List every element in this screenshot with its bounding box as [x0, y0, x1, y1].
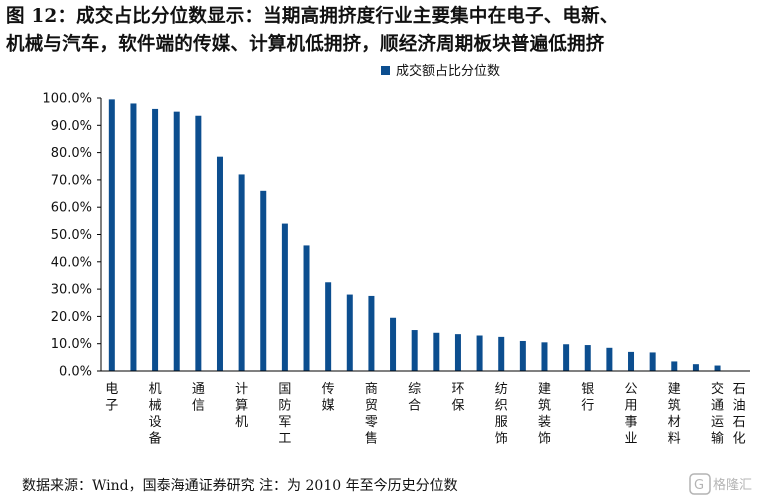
y-axis: 0.0% 10.0% 20.0% 30.0% 40.0% 50.0% 60.0% 70.0% 8… [42, 92, 102, 380]
chart-title: 图 12：成交占比分位数显示：当期高拥挤度行业主要集中在电子、电新、 机械与汽车… [6, 3, 766, 59]
x-category-label: 环保 [451, 382, 464, 414]
y-tick-label: 10.0% [51, 337, 92, 352]
bars [108, 99, 721, 372]
bar [238, 174, 245, 371]
x-category-label: 纺织服饰 [495, 382, 508, 447]
watermark-text: 格隆汇 [713, 477, 752, 493]
x-category-label: 石油石化 [733, 382, 746, 447]
x-category-label: 国防军工 [278, 382, 291, 447]
bar [454, 334, 461, 371]
source-note: 数据来源：Wind，国泰海通证券研究 注：为 2010 年至今历史分位数 [22, 478, 458, 494]
bar [281, 223, 288, 371]
y-tick-label: 40.0% [51, 255, 92, 270]
bar [606, 347, 613, 371]
y-tick-label: 60.0% [51, 201, 92, 216]
legend: 成交额占比分位数 [381, 63, 500, 79]
bar [433, 332, 440, 371]
bar [649, 352, 656, 371]
y-tick-label: 20.0% [51, 310, 92, 325]
bar [692, 364, 699, 371]
bar [476, 335, 483, 371]
legend-label: 成交额占比分位数 [396, 63, 500, 79]
x-category-label: 建筑材料 [668, 382, 681, 447]
y-tick-label: 50.0% [51, 228, 92, 243]
bar [671, 361, 678, 371]
y-tick-label: 100.0% [42, 92, 92, 107]
bar [216, 156, 223, 371]
bar [714, 365, 721, 371]
y-tick-label: 70.0% [51, 173, 92, 188]
bar [519, 340, 526, 371]
bar [303, 245, 310, 371]
title-line-2: 机械与汽车，软件端的传媒、计算机低拥挤，顺经济周期板块普遍低拥挤 [6, 34, 605, 55]
x-category-label: 公用事业 [625, 382, 638, 447]
x-category-label: 通信 [192, 382, 205, 414]
bar [173, 111, 180, 372]
bar [152, 108, 159, 372]
bar [260, 190, 267, 371]
bar [325, 282, 332, 371]
y-tick-label: 90.0% [51, 119, 92, 134]
bar [584, 345, 591, 371]
x-category-label: 银行 [581, 382, 594, 414]
watermark-icon-glyph: G [694, 478, 704, 493]
y-tick-label: 30.0% [51, 283, 92, 298]
x-category-label: 建筑装饰 [538, 382, 551, 447]
bar [108, 99, 115, 372]
y-tick-label: 0.0% [59, 365, 92, 380]
x-category-label: 综合 [408, 382, 421, 414]
x-category-label: 交通运输 [711, 381, 724, 447]
bar [390, 317, 397, 371]
bar [563, 344, 570, 371]
x-category-label: 机械设备 [149, 382, 162, 447]
y-tick-label: 80.0% [51, 146, 92, 161]
bar [346, 294, 353, 371]
bar [628, 351, 635, 371]
watermark-logo: G 格隆汇 [689, 473, 752, 495]
bar [130, 103, 137, 372]
bar [498, 336, 505, 372]
legend-swatch [381, 66, 390, 75]
x-category-label: 传媒 [322, 382, 335, 414]
bar [411, 330, 418, 371]
bar [195, 115, 202, 372]
x-category-label: 商贸零售 [365, 382, 378, 447]
bar [368, 295, 375, 371]
x-category-label: 计算机 [235, 382, 248, 430]
watermark-icon [689, 473, 711, 495]
x-category-label: 电子 [105, 382, 118, 414]
bar [541, 342, 548, 371]
title-line-1: 图 12：成交占比分位数显示：当期高拥挤度行业主要集中在电子、电新、 [6, 6, 619, 27]
